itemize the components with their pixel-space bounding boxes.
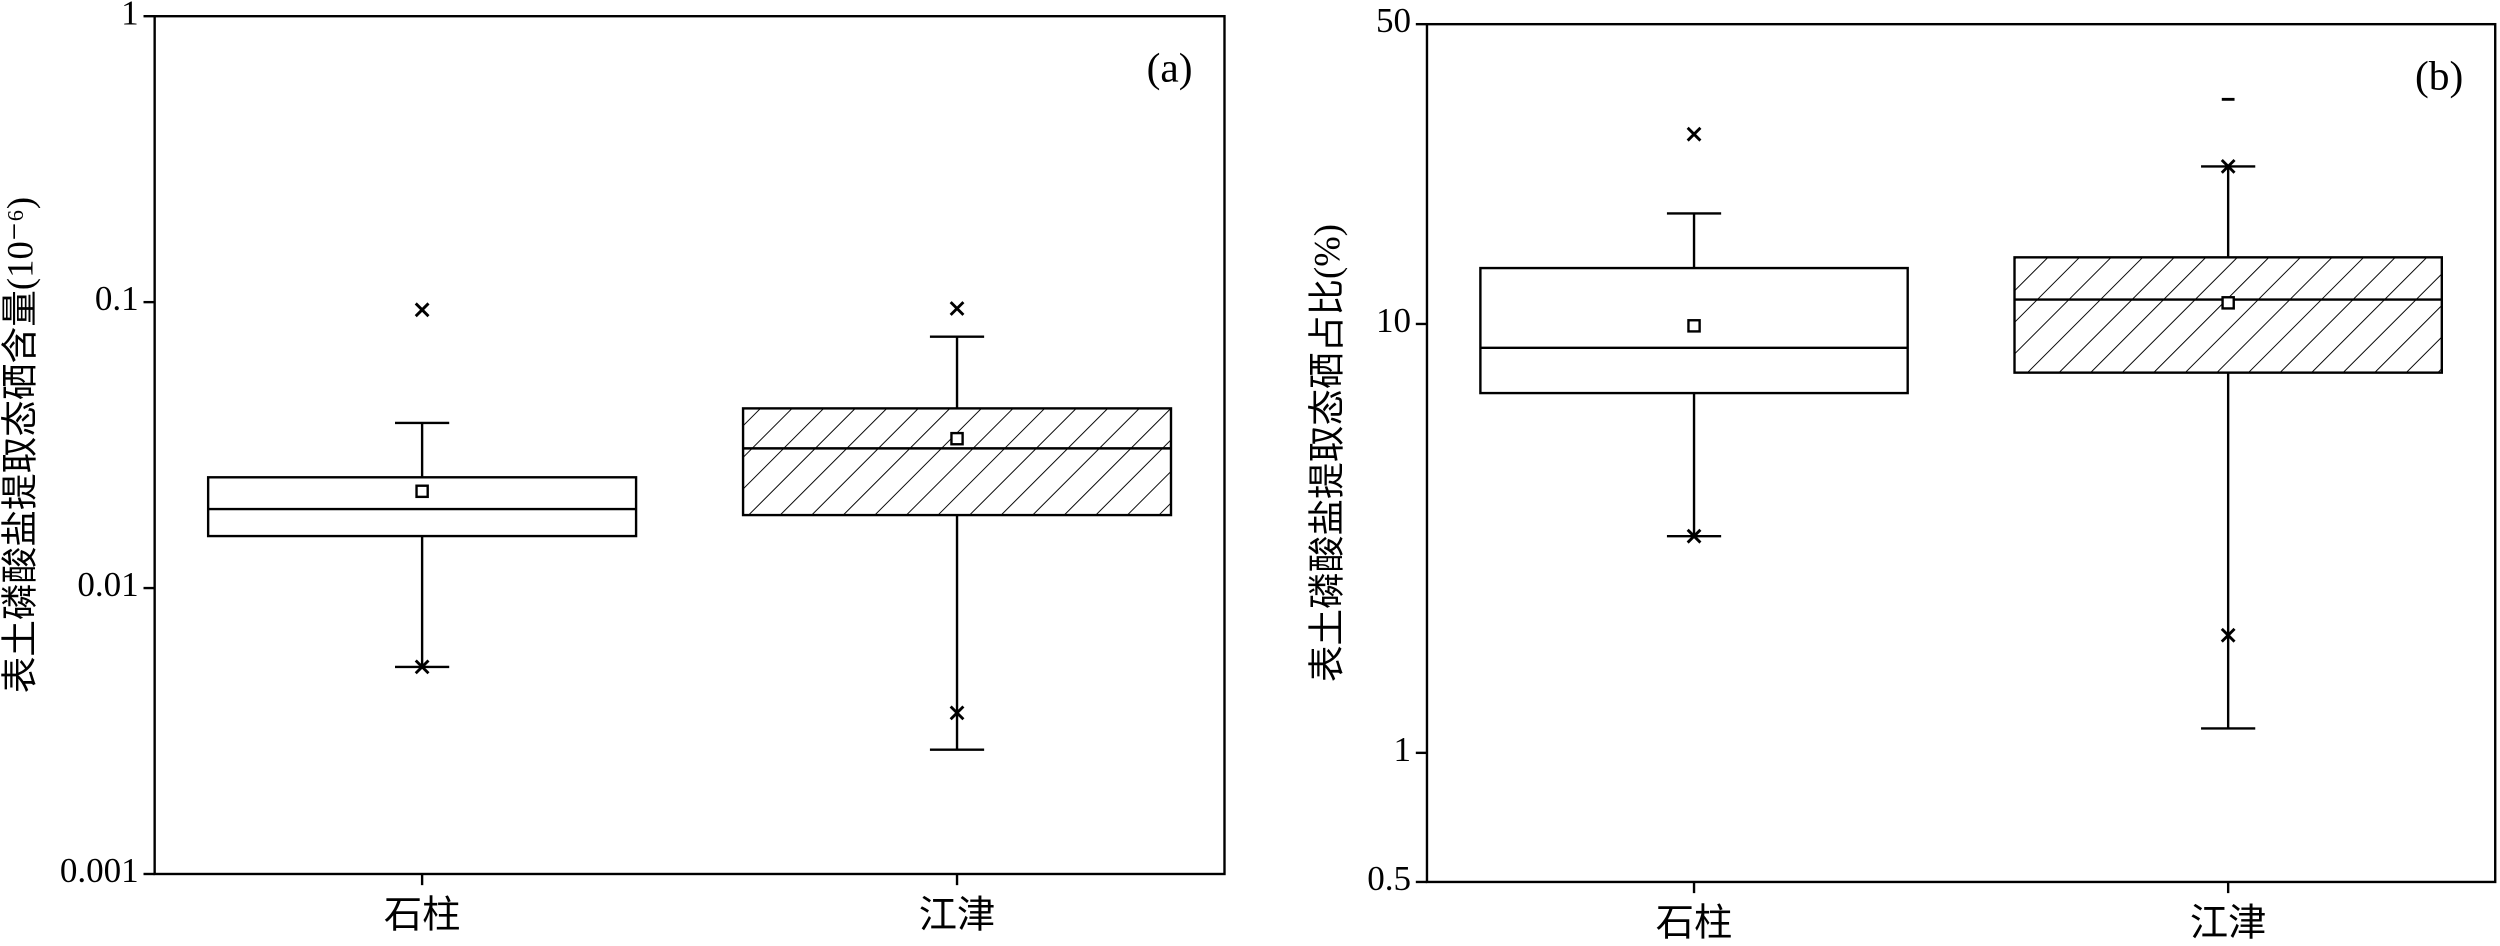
box [741, 407, 1173, 517]
mean-marker [950, 431, 964, 446]
plot-frame [1425, 22, 2497, 884]
y-tick-label: 0.01 [77, 565, 138, 604]
cross-marker [2220, 159, 2236, 174]
mean-marker [1687, 319, 1701, 333]
mean-marker [2221, 296, 2235, 310]
box [2013, 256, 2444, 374]
x-tick-label: 石柱 [384, 894, 461, 936]
y-tick-label: 50 [1376, 1, 1411, 40]
y-tick-label: 10 [1376, 301, 1411, 340]
cross-marker [949, 705, 965, 721]
cross-marker [414, 302, 430, 318]
y-tick-label: 1 [1394, 730, 1412, 769]
cross-marker [1686, 528, 1702, 544]
y-tick-label: 0.1 [95, 279, 139, 318]
x-tick-label: 江津 [2190, 902, 2267, 944]
y-tick-label: 0.001 [60, 851, 139, 890]
cross-marker [414, 659, 430, 675]
panel-label: (a) [1147, 45, 1193, 92]
x-tick-label: 江津 [919, 894, 995, 936]
x-tick-label: 石柱 [1656, 902, 1733, 944]
mean-marker [415, 484, 429, 499]
cross-marker [949, 301, 965, 316]
cross-marker [2220, 627, 2236, 643]
plot-frame [153, 15, 1226, 876]
panel-label: (b) [2415, 52, 2463, 99]
y-axis-label: 表土磷酸盐提取态硒含量(10⁻⁶) [0, 197, 40, 693]
cross-marker [1686, 126, 1702, 142]
y-tick-label: 0.5 [1367, 859, 1411, 898]
y-tick-label: 1 [121, 0, 139, 32]
y-axis-label: 表土磷酸盐提取态硒占比(%) [1307, 224, 1348, 682]
